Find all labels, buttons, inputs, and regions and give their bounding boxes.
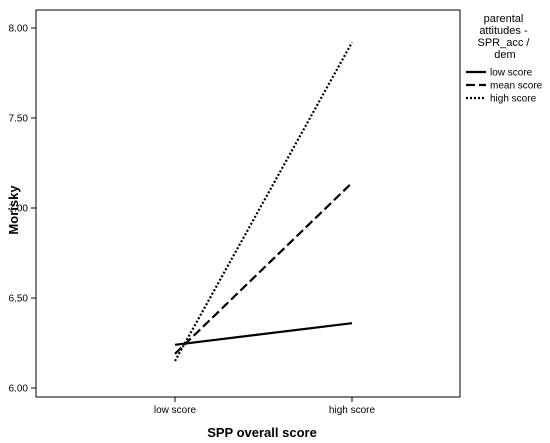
y-axis-title: Morisky — [6, 185, 21, 235]
y-tick-label: 8.00 — [9, 24, 29, 35]
x-tick-label: low score — [154, 405, 197, 416]
legend-title-line-2: attitudes - — [479, 25, 528, 37]
legend-label: high score — [490, 94, 537, 105]
legend-label: low score — [490, 68, 533, 79]
series-line-low-score — [174, 322, 353, 346]
y-tick-label: 6.00 — [9, 384, 29, 395]
svg-text:parental attitudes -: parental attitudes - SPR_acc / dem — [477, 13, 532, 61]
y-tick-label: 6.50 — [9, 294, 29, 305]
y-tick-label: 7.50 — [9, 114, 29, 125]
legend-title-line-3: SPR_acc / — [477, 37, 530, 49]
legend-title-line-1: parental — [484, 13, 524, 25]
x-axis-title: SPP overall score — [207, 425, 317, 440]
series-line-high-score — [174, 41, 353, 362]
x-axis: low score high score — [154, 397, 376, 416]
y-tick-label: 7.00 — [9, 204, 29, 215]
legend: parental attitudes - SPR_acc / dem low s… — [466, 13, 543, 105]
y-axis: 6.00 6.50 7.00 7.50 8.00 — [9, 24, 36, 395]
legend-title-line-4: dem — [494, 49, 515, 61]
legend-label: mean score — [490, 81, 543, 92]
series-line-mean-score — [174, 182, 353, 355]
plot-frame — [35, 9, 461, 398]
series-layer — [174, 41, 353, 362]
x-tick-label: high score — [329, 405, 376, 416]
